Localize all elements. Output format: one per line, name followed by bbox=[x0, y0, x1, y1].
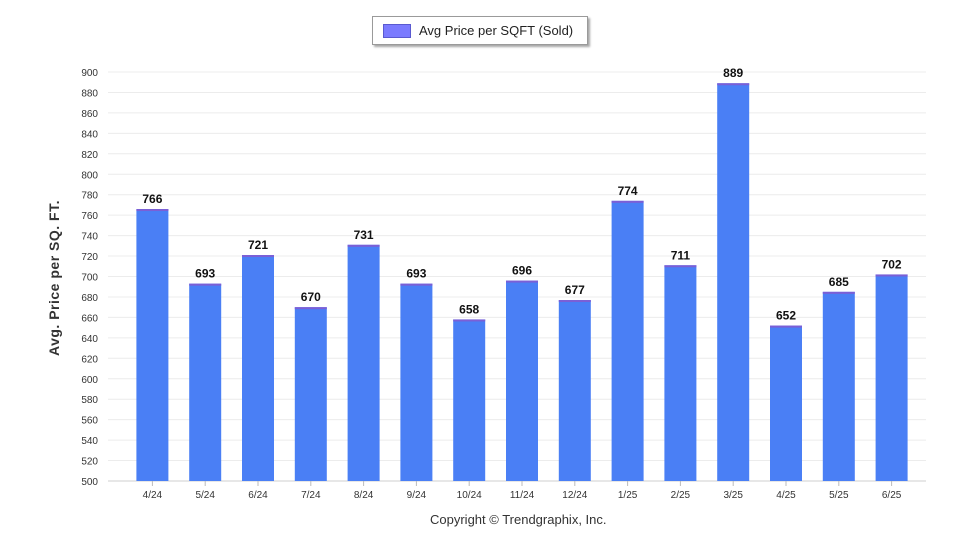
bar bbox=[136, 209, 169, 481]
bar-top-edge bbox=[506, 280, 538, 283]
data-label: 702 bbox=[882, 257, 902, 271]
x-tick-label: 5/24 bbox=[195, 490, 215, 501]
data-label: 774 bbox=[618, 184, 638, 198]
bar-top-edge bbox=[347, 244, 380, 247]
y-tick-label: 660 bbox=[81, 313, 98, 324]
y-tick-label: 560 bbox=[81, 416, 98, 427]
bar-top-edge bbox=[822, 291, 855, 294]
bar bbox=[875, 274, 908, 481]
y-tick-label: 880 bbox=[81, 88, 98, 99]
y-tick-label: 540 bbox=[81, 436, 98, 447]
copyright-text: Copyright © Trendgraphix, Inc. bbox=[430, 512, 607, 527]
bar bbox=[294, 307, 327, 481]
bar-top-edge bbox=[770, 325, 802, 328]
bar-top-edge bbox=[453, 319, 486, 322]
bar-top-edge bbox=[189, 283, 222, 286]
data-label: 693 bbox=[406, 267, 426, 281]
x-tick-label: 2/25 bbox=[671, 490, 691, 501]
data-label: 721 bbox=[248, 238, 268, 252]
data-label: 685 bbox=[829, 275, 849, 289]
bar-top-edge bbox=[136, 209, 169, 212]
data-label: 889 bbox=[723, 66, 743, 80]
bar-top-edge bbox=[400, 283, 433, 286]
data-label: 658 bbox=[459, 302, 479, 316]
y-tick-label: 700 bbox=[81, 273, 98, 284]
x-tick-label: 11/24 bbox=[510, 490, 535, 501]
data-label: 652 bbox=[776, 309, 796, 323]
y-tick-label: 620 bbox=[81, 354, 98, 365]
bar bbox=[611, 200, 644, 481]
y-tick-label: 800 bbox=[81, 170, 98, 181]
y-tick-label: 740 bbox=[81, 232, 98, 243]
x-tick-label: 9/24 bbox=[407, 490, 427, 501]
bar-top-edge bbox=[664, 265, 697, 268]
data-label: 696 bbox=[512, 264, 532, 278]
y-tick-label: 820 bbox=[81, 150, 98, 161]
x-tick-label: 8/24 bbox=[354, 490, 374, 501]
x-tick-label: 7/24 bbox=[301, 490, 321, 501]
y-tick-label: 640 bbox=[81, 334, 98, 345]
y-tick-label: 780 bbox=[81, 191, 98, 202]
data-label: 731 bbox=[354, 228, 374, 242]
bar bbox=[453, 319, 486, 481]
legend: Avg Price per SQFT (Sold) bbox=[372, 16, 588, 45]
legend-swatch bbox=[383, 23, 411, 38]
y-tick-label: 580 bbox=[81, 395, 98, 406]
x-tick-label: 4/24 bbox=[143, 490, 163, 501]
x-tick-label: 1/25 bbox=[618, 490, 638, 501]
bar bbox=[189, 283, 222, 481]
x-tick-label: 5/25 bbox=[829, 490, 849, 501]
bar bbox=[347, 244, 380, 481]
bar-top-edge bbox=[558, 300, 591, 303]
data-label: 693 bbox=[195, 267, 215, 281]
y-tick-label: 840 bbox=[81, 129, 98, 140]
bar-top-edge bbox=[717, 83, 750, 86]
legend-label: Avg Price per SQFT (Sold) bbox=[419, 23, 574, 38]
x-tick-label: 10/24 bbox=[457, 490, 482, 501]
x-tick-label: 6/25 bbox=[882, 490, 902, 501]
bar bbox=[664, 265, 697, 481]
x-tick-label: 12/24 bbox=[562, 490, 587, 501]
data-label: 677 bbox=[565, 283, 585, 297]
bar bbox=[717, 83, 750, 481]
bar bbox=[506, 280, 538, 481]
y-tick-label: 860 bbox=[81, 109, 98, 120]
x-tick-label: 6/24 bbox=[248, 490, 268, 501]
bar bbox=[400, 283, 433, 481]
data-label: 670 bbox=[301, 290, 321, 304]
bar bbox=[558, 300, 591, 481]
y-tick-label: 680 bbox=[81, 293, 98, 304]
y-tick-label: 600 bbox=[81, 375, 98, 386]
data-label: 711 bbox=[671, 248, 691, 262]
y-tick-label: 500 bbox=[81, 477, 98, 488]
y-tick-label: 760 bbox=[81, 211, 98, 222]
y-tick-label: 720 bbox=[81, 252, 98, 263]
bar bbox=[822, 291, 855, 481]
x-tick-label: 3/25 bbox=[723, 490, 743, 501]
y-axis-label: Avg. Price per SQ. FT. bbox=[46, 200, 62, 356]
bar-top-edge bbox=[611, 200, 644, 203]
y-tick-label: 520 bbox=[81, 457, 98, 468]
y-tick-label: 900 bbox=[81, 68, 98, 79]
bar bbox=[770, 325, 802, 481]
bar bbox=[242, 255, 274, 481]
bar-top-edge bbox=[294, 307, 327, 310]
bar-top-edge bbox=[242, 255, 274, 258]
data-label: 766 bbox=[142, 192, 162, 206]
bar-top-edge bbox=[875, 274, 908, 277]
x-tick-label: 4/25 bbox=[776, 490, 796, 501]
